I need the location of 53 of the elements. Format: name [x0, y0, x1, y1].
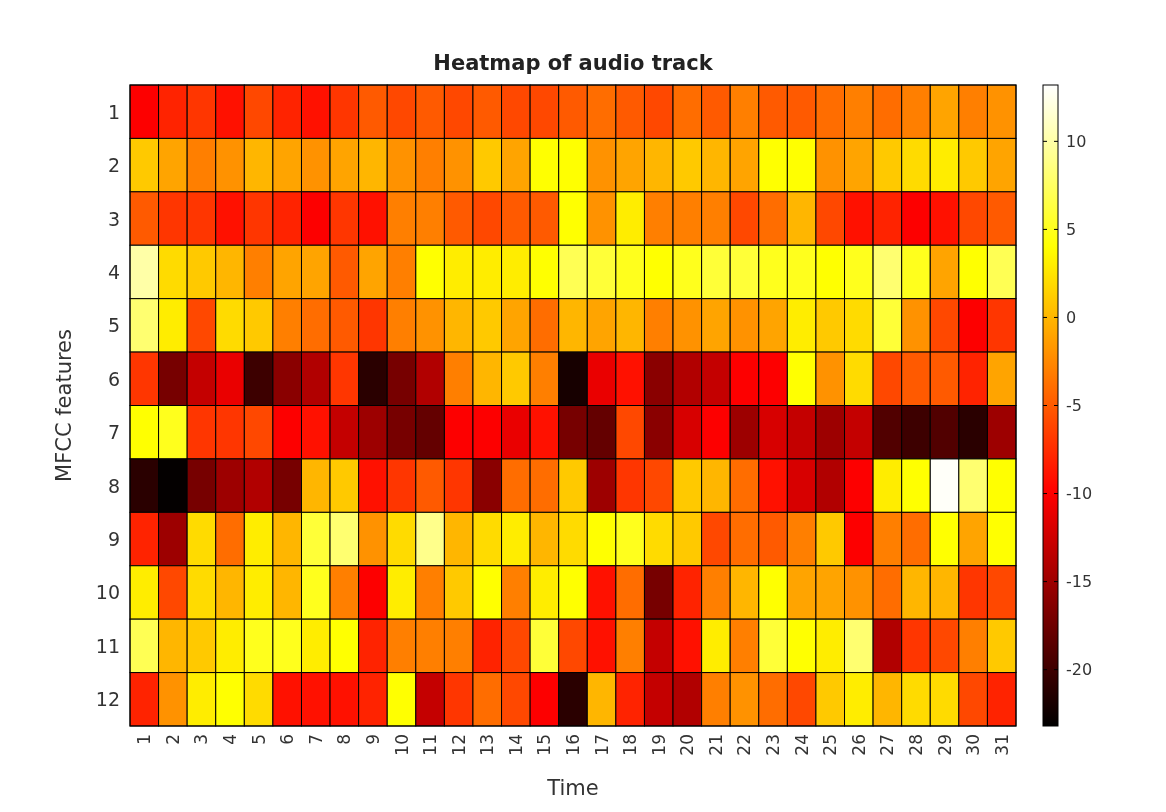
x-tick-label: 4: [220, 734, 241, 745]
color-bar-label: 5: [1066, 219, 1077, 239]
x-tick-label: 28: [905, 734, 926, 756]
x-tick-label: 31: [991, 734, 1012, 756]
x-tick-label: 16: [563, 734, 583, 756]
x-tick-label: 10: [391, 734, 412, 756]
x-tick-label: 27: [877, 734, 898, 756]
color-bar-label: 10: [1066, 131, 1087, 151]
y-tick-label: 7: [107, 421, 120, 444]
x-tick-label: 11: [420, 734, 441, 756]
y-tick-label: 8: [107, 474, 120, 497]
x-tick-label: 29: [934, 734, 955, 756]
color-bar-label: -15: [1066, 572, 1093, 592]
y-tick-label: 2: [107, 154, 120, 177]
x-tick-label: 9: [362, 734, 383, 745]
y-tick-label: 12: [95, 688, 120, 711]
x-tick-label: 1: [134, 734, 155, 745]
x-tick-label: 17: [591, 734, 612, 756]
color-bar-label: -5: [1066, 396, 1082, 415]
x-tick-label: 21: [705, 734, 726, 756]
x-tick-label: 13: [477, 734, 498, 756]
x-tick-label: 12: [448, 734, 469, 756]
x-tick-label: 15: [534, 734, 555, 756]
color-bar-label: -20: [1066, 660, 1093, 680]
y-tick-label: 9: [107, 528, 120, 551]
x-tick-label: 22: [734, 734, 755, 756]
x-tick-label: 7: [305, 734, 326, 745]
y-tick-label: 6: [107, 367, 120, 390]
x-tick-label: 26: [848, 734, 869, 756]
x-tick-label: 24: [791, 734, 812, 756]
x-tick-label: 20: [677, 734, 698, 756]
x-tick-label: 30: [963, 734, 984, 756]
y-axis-title: MFCC features: [52, 329, 76, 482]
x-tick-label: 3: [191, 734, 212, 745]
x-tick-label: 19: [648, 734, 669, 756]
x-tick-label: 2: [162, 734, 183, 745]
y-tick-label: 5: [107, 314, 120, 337]
y-tick-label: 3: [107, 207, 120, 230]
x-tick-label: 25: [820, 734, 841, 756]
color-bar-label: 0: [1066, 307, 1077, 327]
x-axis-title: Time: [546, 776, 599, 800]
y-tick-label: 10: [95, 581, 120, 604]
x-tick-label: 18: [620, 734, 641, 756]
x-tick-label: 5: [248, 734, 269, 745]
y-tick-label: 4: [107, 260, 120, 283]
x-tick-label: 14: [505, 734, 526, 756]
color-bar-label: -10: [1066, 484, 1093, 504]
x-tick-label: 8: [334, 734, 355, 745]
x-tick-label: 6: [277, 734, 298, 745]
x-tick-label: 23: [763, 734, 784, 756]
y-tick-label: 1: [107, 100, 120, 123]
chart-title: Heatmap of audio track: [433, 51, 714, 75]
y-tick-label: 11: [95, 634, 120, 657]
